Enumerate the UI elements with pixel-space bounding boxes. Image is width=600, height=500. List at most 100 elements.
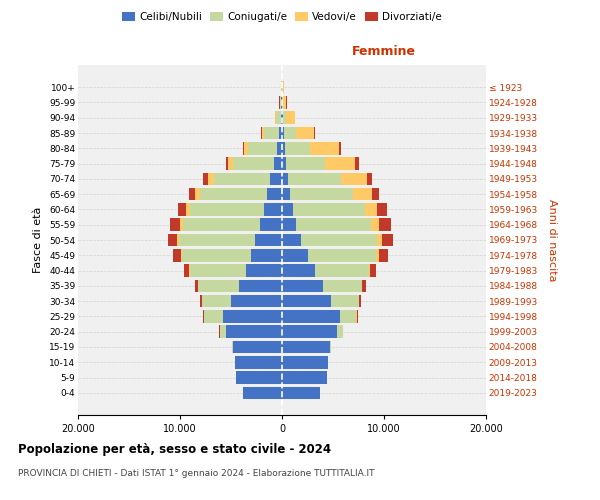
Bar [235, 356, 282, 368]
Bar [183, 218, 260, 231]
Bar [226, 158, 228, 170]
Bar [282, 203, 293, 215]
Bar [262, 127, 263, 140]
Bar [173, 249, 181, 262]
Bar [325, 158, 355, 170]
Bar [314, 127, 315, 140]
Bar [286, 112, 295, 124]
Bar [296, 218, 371, 231]
Bar [282, 310, 340, 322]
Bar [379, 218, 391, 231]
Bar [281, 96, 282, 108]
Y-axis label: Anni di nascita: Anni di nascita [547, 198, 557, 281]
Bar [263, 203, 282, 215]
Bar [331, 295, 359, 308]
Bar [282, 249, 308, 262]
Bar [168, 234, 177, 246]
Bar [181, 249, 182, 262]
Bar [203, 172, 208, 185]
Bar [200, 188, 267, 200]
Bar [179, 234, 256, 246]
Bar [371, 218, 379, 231]
Bar [367, 172, 372, 185]
Bar [248, 142, 277, 154]
Bar [310, 142, 338, 154]
Bar [279, 127, 282, 140]
Bar [337, 326, 343, 338]
Bar [282, 295, 331, 308]
Bar [233, 340, 282, 353]
Bar [365, 203, 377, 215]
Bar [200, 295, 202, 308]
Bar [370, 264, 376, 277]
Bar [180, 218, 183, 231]
Bar [282, 127, 284, 140]
Bar [189, 188, 196, 200]
Bar [277, 142, 282, 154]
Bar [282, 112, 283, 124]
Bar [282, 172, 288, 185]
Bar [338, 142, 341, 154]
Text: Popolazione per età, sesso e stato civile - 2024: Popolazione per età, sesso e stato civil… [18, 442, 331, 456]
Bar [196, 188, 200, 200]
Bar [282, 386, 320, 399]
Bar [243, 386, 282, 399]
Bar [220, 326, 226, 338]
Bar [170, 218, 180, 231]
Bar [377, 203, 387, 215]
Bar [190, 264, 247, 277]
Bar [267, 188, 282, 200]
Bar [270, 172, 282, 185]
Bar [282, 326, 337, 338]
Bar [282, 234, 301, 246]
Bar [284, 142, 310, 154]
Bar [203, 310, 204, 322]
Bar [362, 280, 366, 292]
Bar [239, 280, 282, 292]
Bar [226, 326, 282, 338]
Y-axis label: Fasce di età: Fasce di età [34, 207, 43, 273]
Bar [275, 112, 281, 124]
Bar [376, 249, 379, 262]
Bar [372, 188, 379, 200]
Bar [308, 249, 376, 262]
Bar [184, 264, 190, 277]
Bar [236, 372, 282, 384]
Bar [283, 81, 284, 94]
Bar [202, 295, 231, 308]
Bar [282, 158, 286, 170]
Bar [341, 172, 367, 185]
Bar [233, 158, 274, 170]
Bar [323, 280, 362, 292]
Bar [232, 340, 233, 353]
Bar [282, 264, 314, 277]
Bar [288, 172, 341, 185]
Bar [282, 340, 330, 353]
Bar [263, 127, 279, 140]
Bar [195, 280, 198, 292]
Bar [359, 295, 361, 308]
Bar [223, 310, 282, 322]
Bar [379, 249, 388, 262]
Bar [199, 280, 239, 292]
Bar [296, 127, 314, 140]
Bar [274, 158, 282, 170]
Bar [286, 158, 325, 170]
Bar [377, 234, 382, 246]
Bar [231, 295, 282, 308]
Bar [330, 340, 331, 353]
Bar [282, 218, 296, 231]
Bar [208, 172, 214, 185]
Bar [251, 249, 282, 262]
Bar [281, 112, 282, 124]
Text: Femmine: Femmine [352, 45, 416, 58]
Bar [283, 96, 286, 108]
Bar [356, 310, 358, 322]
Bar [369, 264, 370, 277]
Bar [178, 203, 186, 215]
Bar [282, 356, 328, 368]
Bar [283, 112, 286, 124]
Bar [256, 234, 282, 246]
Bar [284, 127, 296, 140]
Bar [190, 203, 263, 215]
